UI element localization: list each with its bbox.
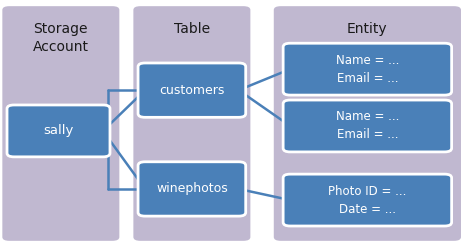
Text: Table: Table	[174, 22, 210, 36]
FancyBboxPatch shape	[274, 6, 461, 241]
FancyBboxPatch shape	[283, 43, 452, 95]
FancyBboxPatch shape	[133, 6, 250, 241]
Text: Entity: Entity	[347, 22, 388, 36]
Text: Name = ...
Email = ...: Name = ... Email = ...	[336, 110, 399, 142]
Text: Photo ID = ...
Date = ...: Photo ID = ... Date = ...	[328, 185, 407, 216]
FancyBboxPatch shape	[7, 105, 110, 157]
Text: customers: customers	[159, 84, 225, 97]
FancyBboxPatch shape	[2, 6, 119, 241]
FancyBboxPatch shape	[138, 162, 246, 216]
Text: Name = ...
Email = ...: Name = ... Email = ...	[336, 54, 399, 85]
Text: sally: sally	[44, 124, 73, 137]
Text: winephotos: winephotos	[156, 183, 228, 195]
FancyBboxPatch shape	[283, 174, 452, 226]
FancyBboxPatch shape	[138, 63, 246, 117]
FancyBboxPatch shape	[283, 100, 452, 152]
Text: Storage
Account: Storage Account	[33, 22, 89, 54]
